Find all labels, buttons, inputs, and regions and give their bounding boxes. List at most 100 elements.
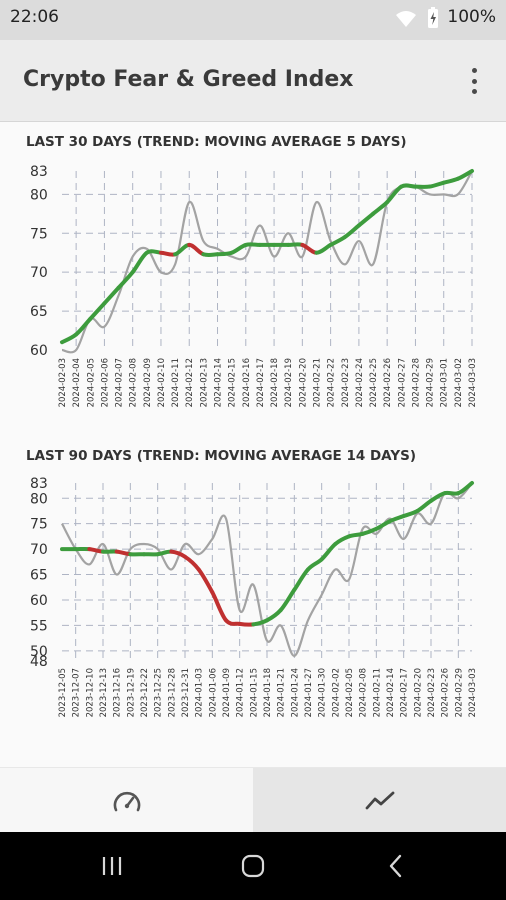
y-tick-label: 80 bbox=[30, 187, 48, 203]
status-time: 22:06 bbox=[10, 7, 59, 27]
y-tick-label: 80 bbox=[30, 491, 48, 507]
y-tick-label: 75 bbox=[30, 517, 48, 533]
y-tick-label: 83 bbox=[30, 476, 48, 492]
x-tick-label: 2023-12-28 bbox=[167, 668, 177, 717]
series-trend-segment bbox=[415, 498, 433, 513]
x-tick-label: 2023-12-31 bbox=[181, 668, 191, 717]
series-trend-segment bbox=[243, 242, 262, 247]
series-trend-segment bbox=[442, 490, 461, 496]
series-trend-segment bbox=[456, 481, 474, 496]
trending-line-icon bbox=[365, 791, 394, 809]
x-tick-label: 2024-02-10 bbox=[157, 358, 167, 407]
series-trend-segment bbox=[201, 252, 220, 258]
series-trend-segment bbox=[286, 242, 305, 247]
chart-90-days-title: LAST 90 DAYS (TREND: MOVING AVERAGE 14 D… bbox=[26, 448, 416, 464]
x-tick-label: 2024-02-03 bbox=[58, 358, 68, 407]
x-tick-label: 2024-02-08 bbox=[359, 668, 369, 717]
series-trend-segment bbox=[314, 242, 333, 255]
y-tick-label: 55 bbox=[30, 618, 48, 634]
x-tick-label: 2024-02-04 bbox=[72, 358, 82, 407]
x-tick-label: 2023-12-07 bbox=[72, 668, 82, 717]
x-tick-label: 2024-02-21 bbox=[312, 358, 322, 407]
x-tick-label: 2024-02-20 bbox=[413, 668, 423, 717]
recents-icon[interactable] bbox=[92, 850, 132, 882]
y-tick-label: 83 bbox=[30, 164, 48, 180]
series-trend-segment bbox=[455, 169, 474, 181]
x-tick-label: 2024-02-18 bbox=[270, 358, 280, 407]
series-daily-line bbox=[61, 170, 473, 354]
x-tick-label: 2024-02-07 bbox=[115, 358, 125, 407]
x-tick-label: 2024-01-03 bbox=[195, 668, 205, 717]
x-tick-label: 2023-12-22 bbox=[140, 668, 150, 717]
series-trend-segment bbox=[183, 554, 201, 572]
tab-gauge[interactable] bbox=[0, 768, 253, 833]
battery-icon bbox=[428, 7, 438, 28]
x-tick-label: 2024-01-15 bbox=[249, 668, 259, 717]
bottom-navigation bbox=[0, 767, 506, 833]
y-tick-label: 70 bbox=[30, 542, 48, 558]
series-trend-segment bbox=[196, 567, 215, 595]
grid bbox=[62, 171, 473, 350]
series-trend-segment bbox=[342, 223, 361, 240]
y-tick-label: 50 bbox=[30, 644, 48, 660]
series-daily-line bbox=[61, 482, 473, 658]
series-trend-segment bbox=[388, 514, 406, 524]
x-tick-label: 2023-12-19 bbox=[126, 668, 136, 717]
x-tick-label: 2024-02-14 bbox=[386, 668, 396, 717]
x-tick-label: 2024-02-02 bbox=[331, 668, 341, 717]
series-trend-segment bbox=[187, 242, 206, 257]
home-icon[interactable] bbox=[233, 850, 273, 882]
x-tick-label: 2023-12-25 bbox=[154, 668, 164, 717]
x-tick-label: 2024-02-09 bbox=[143, 358, 153, 407]
wifi-icon bbox=[396, 11, 416, 27]
x-tick-label: 2024-02-06 bbox=[100, 358, 110, 407]
series-trend-segment bbox=[210, 590, 228, 623]
x-tick-label: 2024-02-11 bbox=[372, 668, 382, 717]
y-tick-label: 70 bbox=[30, 265, 48, 281]
x-tick-label: 2024-02-11 bbox=[171, 358, 181, 407]
series-trend-segment bbox=[265, 608, 283, 623]
back-icon[interactable] bbox=[376, 850, 416, 882]
series-trend-segment bbox=[224, 618, 242, 626]
x-tick-label: 2023-12-10 bbox=[85, 668, 95, 717]
x-tick-label: 2024-02-08 bbox=[129, 358, 139, 407]
x-tick-label: 2023-12-05 bbox=[58, 668, 68, 717]
x-tick-label: 2024-02-29 bbox=[454, 668, 464, 717]
chart-30-days: 60 65 70 75 80 83 2024-02-03 2024-02-04 2024-02-… bbox=[30, 164, 478, 407]
series-trend-segment bbox=[87, 547, 105, 554]
x-tick-label: 2024-02-23 bbox=[341, 358, 351, 407]
tab-chart[interactable] bbox=[253, 768, 506, 833]
x-tick-label: 2024-02-26 bbox=[383, 358, 393, 407]
series-trend-segment bbox=[356, 211, 376, 228]
status-icons bbox=[396, 7, 438, 28]
series-trend-segment bbox=[215, 250, 234, 257]
more-vert-icon[interactable] bbox=[462, 64, 486, 98]
x-tick-label: 2024-02-23 bbox=[427, 668, 437, 717]
chart-30-days-title: LAST 30 DAYS (TREND: MOVING AVERAGE 5 DA… bbox=[26, 134, 407, 150]
series-trend-segment bbox=[374, 519, 392, 531]
y-tick-label: 60 bbox=[30, 593, 48, 609]
x-tick-label: 2024-02-14 bbox=[214, 358, 224, 407]
series-trend-segment bbox=[60, 332, 79, 345]
x-tick-label: 2024-02-05 bbox=[86, 358, 96, 407]
series-trend-segment bbox=[333, 534, 351, 547]
x-tick-label: 2024-03-02 bbox=[454, 358, 464, 407]
x-tick-label: 2024-02-27 bbox=[397, 358, 407, 407]
series-trend-segment bbox=[155, 549, 174, 557]
series-trend-segment bbox=[237, 621, 256, 627]
series-trend-segment bbox=[144, 249, 163, 255]
x-tick-label: 2024-01-06 bbox=[208, 668, 218, 717]
app-title: Crypto Fear & Greed Index bbox=[23, 67, 354, 92]
series-trend-segment bbox=[319, 542, 338, 562]
y-tick-label: 60 bbox=[30, 343, 48, 359]
series-trend-segment bbox=[292, 567, 310, 592]
series-trend-segment bbox=[306, 557, 324, 572]
series-trend-segment bbox=[441, 176, 460, 185]
series-trend-segment bbox=[114, 549, 133, 557]
x-tick-label: 2024-02-25 bbox=[369, 358, 379, 407]
y-tick-label: 65 bbox=[30, 304, 48, 320]
x-tick-label: 2024-03-03 bbox=[468, 358, 478, 407]
series-trend-segment bbox=[130, 250, 149, 275]
x-tick-label: 2024-02-13 bbox=[199, 358, 209, 407]
x-tick-label: 2024-02-26 bbox=[441, 668, 451, 717]
